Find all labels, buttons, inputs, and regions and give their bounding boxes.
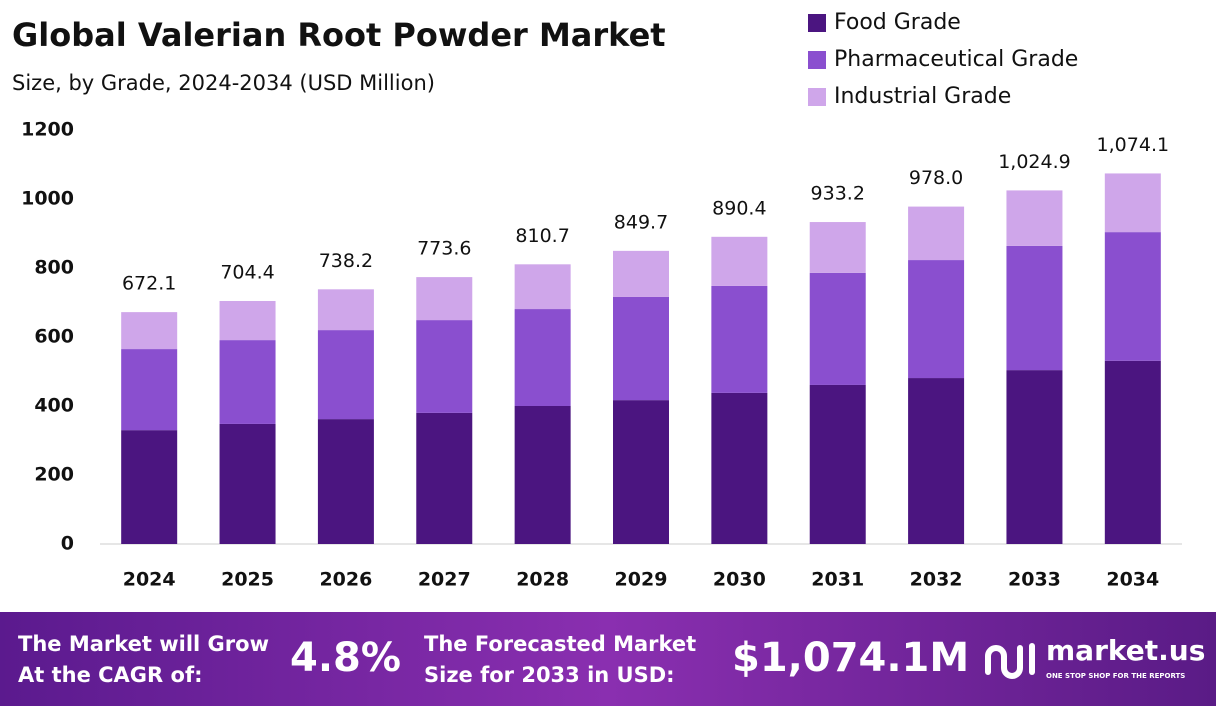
x-tick-label: 2030	[713, 569, 766, 591]
bar-segment	[1104, 173, 1161, 233]
bar-segment	[121, 430, 178, 544]
total-label: 704.4	[220, 261, 274, 283]
bar-segment	[219, 340, 276, 424]
cagr-text: At the CAGR of:	[18, 663, 203, 687]
bar-segment	[121, 312, 178, 350]
x-tick-label: 2028	[516, 569, 569, 591]
logo-tagline: ONE STOP SHOP FOR THE REPORTS	[1046, 672, 1185, 680]
bar-segment	[514, 264, 571, 310]
total-label: 672.1	[122, 273, 176, 295]
bar-segment	[711, 236, 768, 286]
forecast-value: $1,074.1M	[732, 635, 969, 681]
legend-swatch	[808, 88, 826, 106]
bar-segment	[416, 320, 473, 413]
total-label: 933.2	[811, 183, 865, 205]
total-label: 978.0	[909, 167, 963, 189]
x-tick-label: 2033	[1008, 569, 1061, 591]
total-label: 1,024.9	[998, 151, 1071, 173]
bar-segment	[613, 400, 669, 544]
total-label: 849.7	[614, 211, 668, 233]
chart-subtitle: Size, by Grade, 2024-2034 (USD Million)	[12, 71, 435, 95]
total-label: 773.6	[417, 238, 471, 260]
bar-segment	[514, 406, 571, 544]
bar-segment	[908, 260, 965, 379]
y-tick-label: 1200	[21, 119, 74, 141]
bar-segment	[416, 412, 473, 544]
chart-title: Global Valerian Root Powder Market	[12, 16, 666, 54]
bar-segment	[1104, 232, 1161, 361]
bar-segment	[711, 285, 768, 393]
bar-segment	[613, 296, 669, 401]
bar-segment	[317, 419, 374, 544]
logo-text: market.us	[1046, 634, 1205, 667]
x-tick-label: 2026	[319, 569, 372, 591]
total-label: 890.4	[712, 197, 766, 219]
cagr-value: 4.8%	[290, 635, 401, 681]
y-tick-label: 1000	[21, 188, 74, 210]
total-label: 738.2	[319, 250, 373, 272]
bar-segment	[514, 309, 571, 406]
x-tick-label: 2032	[910, 569, 963, 591]
bar-segment	[1006, 245, 1063, 371]
bar-segment	[613, 250, 669, 297]
y-tick-label: 800	[34, 257, 74, 279]
bar-segment	[219, 423, 276, 544]
bar-segment	[1006, 190, 1063, 246]
y-tick-label: 0	[61, 533, 74, 555]
bar-segment	[809, 272, 866, 385]
bar-segment	[908, 378, 965, 544]
x-tick-label: 2027	[418, 569, 471, 591]
bar-segment	[711, 392, 768, 544]
y-tick-label: 400	[34, 395, 74, 417]
legend-label: Pharmaceutical Grade	[834, 47, 1078, 72]
forecast-text: Size for 2033 in USD:	[424, 663, 675, 687]
x-tick-label: 2029	[615, 569, 668, 591]
footer-band	[0, 612, 1216, 706]
y-tick-label: 200	[34, 464, 74, 486]
bar-segment	[908, 206, 965, 261]
x-tick-label: 2024	[123, 569, 176, 591]
bar-segment	[1006, 370, 1063, 544]
bar-segment	[317, 289, 374, 331]
legend-label: Food Grade	[834, 10, 961, 35]
bar-segment	[317, 330, 374, 420]
legend-label: Industrial Grade	[834, 84, 1011, 109]
x-tick-label: 2034	[1106, 569, 1159, 591]
bar-segment	[809, 384, 866, 544]
y-tick-label: 600	[34, 326, 74, 348]
x-tick-label: 2031	[811, 569, 864, 591]
legend-swatch	[808, 51, 826, 69]
logo-icon	[985, 643, 1035, 679]
bar-segment	[416, 277, 473, 321]
x-tick-label: 2025	[221, 569, 274, 591]
bar-segment	[809, 222, 866, 273]
bar-segment	[121, 349, 178, 431]
total-label: 810.7	[515, 225, 569, 247]
bar-segment	[219, 300, 276, 341]
cagr-text: The Market will Grow	[18, 632, 269, 656]
bar-segment	[1104, 360, 1161, 544]
total-label: 1,074.1	[1097, 134, 1170, 156]
forecast-text: The Forecasted Market	[424, 632, 696, 656]
legend-swatch	[808, 14, 826, 32]
